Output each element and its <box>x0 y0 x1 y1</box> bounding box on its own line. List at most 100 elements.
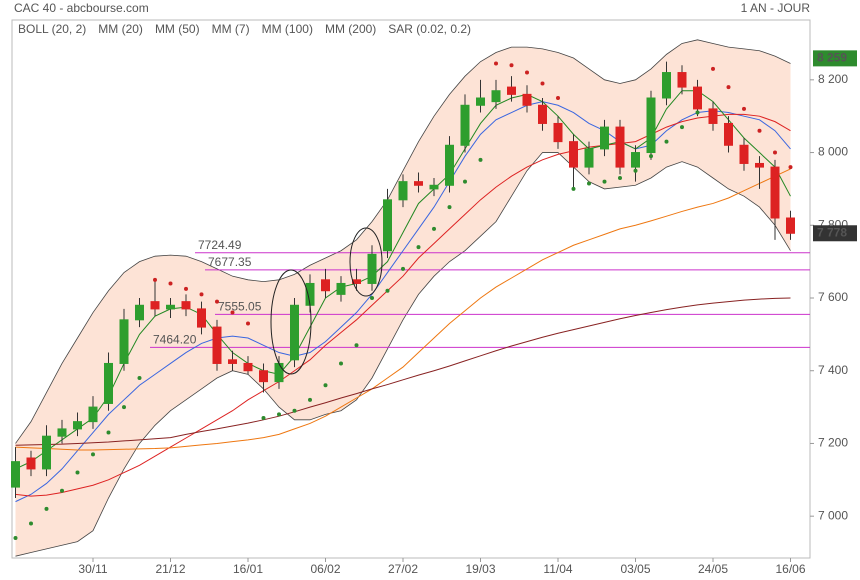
candle-body <box>646 97 656 154</box>
sar-dot <box>525 70 529 75</box>
sar-dot <box>788 165 793 170</box>
sar-dot <box>385 288 390 293</box>
candle-body <box>135 304 144 321</box>
sar-dot <box>509 63 514 68</box>
candle-body <box>600 126 609 150</box>
bollinger-band <box>15 39 791 557</box>
candle-body <box>569 141 578 168</box>
period: 1 AN - JOUR <box>741 1 811 15</box>
x-tick-label: 16/06 <box>775 562 805 576</box>
candle-body <box>228 359 237 364</box>
level-label: 7555.05 <box>218 300 262 314</box>
x-tick-label: 16/01 <box>233 562 263 576</box>
value-box-label: 8 259 <box>817 51 847 65</box>
chart-title: CAC 40 - abcbourse.com <box>14 1 149 15</box>
candle-body <box>290 304 299 361</box>
candle-body <box>150 301 160 310</box>
candle-body <box>584 148 594 168</box>
sar-dot <box>215 299 219 304</box>
sar-dot <box>401 266 405 271</box>
candle-body <box>11 461 20 488</box>
sar-dot <box>184 286 188 291</box>
sar-dot <box>91 452 95 457</box>
sar-dot <box>773 150 777 155</box>
level-label: 7677.35 <box>208 255 252 269</box>
moving-average <box>15 168 791 451</box>
sar-dot <box>649 154 653 159</box>
candle-body <box>73 421 82 430</box>
x-tick-label: 21/12 <box>155 562 185 576</box>
value-box <box>813 50 857 67</box>
sar-dot <box>153 277 157 282</box>
legend-entry: MM (20) <box>98 22 143 36</box>
candle-body <box>26 457 36 470</box>
bollinger-upper <box>15 39 791 444</box>
y-tick-label: 8 200 <box>818 72 848 86</box>
candle-body <box>414 181 423 186</box>
sar-dot <box>633 168 638 173</box>
legend-entry: MM (200) <box>325 22 376 36</box>
sar-dot <box>44 506 49 511</box>
sar-dot <box>602 179 607 184</box>
sar-dot <box>711 66 715 71</box>
sar-dot <box>370 296 374 300</box>
candle-body <box>553 122 563 143</box>
sar-dot <box>463 179 467 184</box>
candle-body <box>460 104 470 146</box>
candle-body <box>724 122 733 146</box>
sar-dot <box>75 470 80 475</box>
level-label: 7464.20 <box>153 333 197 347</box>
sar-dot <box>742 106 746 111</box>
candle-body <box>259 370 268 383</box>
sar-dot <box>246 321 250 326</box>
candle-body <box>367 253 377 284</box>
legend-entry: MM (100) <box>262 22 313 36</box>
sar-dot <box>339 361 343 366</box>
sar-dot <box>494 61 498 66</box>
candle-body <box>166 304 175 310</box>
sar-dot <box>587 181 591 186</box>
candle-body <box>243 362 253 372</box>
x-tick-label: 03/05 <box>620 562 650 576</box>
candle-body <box>522 93 532 106</box>
sar-dot <box>323 383 328 388</box>
candle-body <box>88 406 98 423</box>
sar-dot <box>230 310 235 315</box>
x-tick-label: 19/03 <box>465 562 495 576</box>
level-label: 7724.49 <box>198 238 242 252</box>
candle-body <box>662 72 671 99</box>
candle-body <box>739 144 749 164</box>
candle-body <box>321 279 330 292</box>
sar-dot <box>664 139 669 144</box>
sar-dot <box>695 110 700 115</box>
sar-dot <box>618 176 622 180</box>
sar-dot <box>354 343 359 348</box>
legend-entry: BOLL (20, 2) <box>18 22 86 36</box>
sar-dot <box>447 205 452 210</box>
candle-body <box>42 435 51 470</box>
moving-average <box>15 113 791 497</box>
sar-dot <box>168 281 173 286</box>
x-tick-label: 30/11 <box>78 562 107 576</box>
moving-average <box>15 101 791 503</box>
candle-body <box>615 126 625 168</box>
value-box-label: 7 778 <box>817 225 847 239</box>
sar-dot <box>726 85 731 90</box>
sar-dot <box>122 405 126 410</box>
candle-body <box>708 108 718 124</box>
sar-dot <box>571 186 576 191</box>
candle-body <box>476 97 485 106</box>
sar-dot <box>432 226 436 231</box>
legend-entry: MM (50) <box>155 22 200 36</box>
y-tick-label: 7 200 <box>818 436 848 450</box>
candle-body <box>197 308 206 328</box>
x-tick-label: 24/05 <box>698 562 728 576</box>
legend-entry: MM (7) <box>212 22 250 36</box>
candle-body <box>631 152 640 168</box>
candle-body <box>429 184 439 190</box>
candle-body <box>398 181 408 201</box>
candle-body <box>383 199 392 252</box>
sar-dot <box>478 157 483 162</box>
moving-average <box>15 90 791 470</box>
